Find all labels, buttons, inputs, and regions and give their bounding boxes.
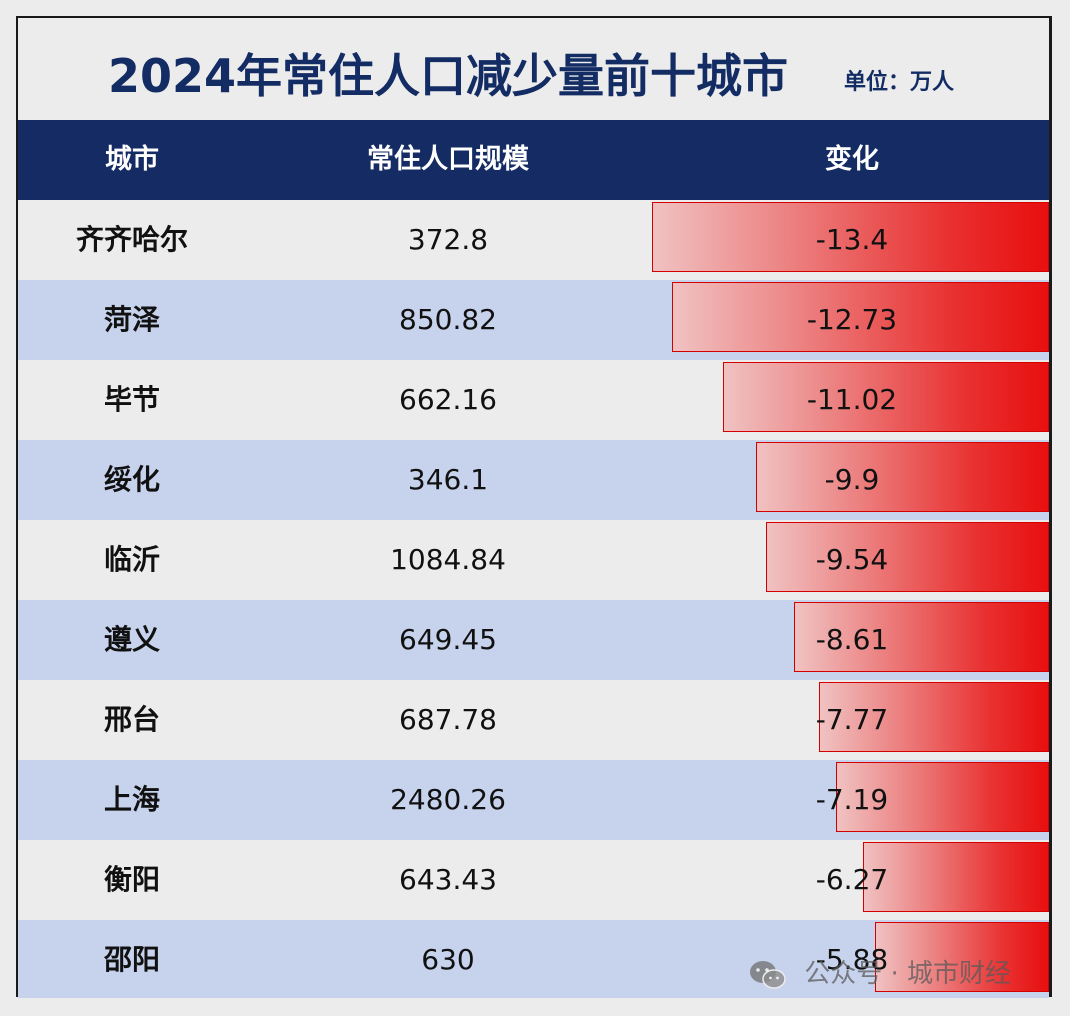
table-row: 毕节 662.16 -11.02: [18, 360, 1049, 440]
city-cell: 菏泽: [103, 303, 160, 336]
chart-title: 2024年常住人口减少量前十城市: [108, 49, 789, 103]
city-cell: 邵阳: [103, 943, 160, 976]
table-row: 衡阳 643.43 -6.27: [18, 840, 1049, 920]
change-bar: [722, 362, 1049, 432]
wechat-icon: [750, 960, 786, 989]
change-bar: [793, 602, 1049, 672]
header-city: 城市: [105, 144, 159, 175]
change-bar: [755, 442, 1049, 512]
table-row: 临沂 1084.84 -9.54: [18, 520, 1049, 600]
population-cell: 2480.26: [390, 783, 506, 816]
population-cell: 687.78: [399, 703, 497, 736]
change-bar: [671, 282, 1049, 352]
change-bar: [874, 922, 1049, 992]
table-row: 菏泽 850.82 -12.73: [18, 280, 1049, 360]
city-cell: 邢台: [103, 703, 160, 736]
population-cell: 1084.84: [390, 543, 506, 576]
table-row: 邢台 687.78 -7.77: [18, 680, 1049, 760]
city-cell: 齐齐哈尔: [75, 223, 188, 256]
city-cell: 衡阳: [103, 863, 160, 896]
city-cell: 临沂: [103, 543, 160, 576]
population-cell: 662.16: [399, 383, 497, 416]
change-cell: -12.73: [806, 303, 898, 336]
change-bar: [818, 682, 1049, 752]
table-body: 齐齐哈尔 372.8 -13.4 菏泽 850.82 -12.73 毕节 662.16 -11.…: [18, 200, 1049, 998]
header-population: 常住人口规模: [367, 144, 529, 175]
change-cell: -7.77: [815, 703, 889, 736]
population-cell: 643.43: [399, 863, 497, 896]
table-frame: 2024年常住人口减少量前十城市 单位：万人 城市 常住人口规模 变化 齐齐哈尔…: [16, 16, 1052, 998]
table-row: 遵义 649.45 -8.61: [18, 600, 1049, 680]
change-cell: -7.19: [815, 783, 889, 816]
unit-label: 单位：万人: [844, 70, 955, 95]
change-cell: -13.4: [815, 223, 889, 256]
title-area: 2024年常住人口减少量前十城市 单位：万人: [18, 18, 1049, 120]
change-cell: -6.27: [815, 863, 889, 896]
change-bar: [652, 202, 1049, 272]
population-cell: 850.82: [399, 303, 497, 336]
population-cell: 630: [421, 943, 475, 976]
change-cell: -9.54: [815, 543, 889, 576]
table-row: 邵阳 630 -5.88: [18, 920, 1049, 998]
table-row: 齐齐哈尔 372.8 -13.4: [18, 200, 1049, 280]
city-cell: 毕节: [103, 383, 160, 416]
watermark-text: 公众号 · 城市财经: [804, 959, 1012, 989]
table-header: 城市 常住人口规模 变化: [18, 120, 1049, 200]
change-bar: [836, 762, 1049, 832]
population-cell: 372.8: [407, 223, 489, 256]
change-cell: -11.02: [806, 383, 898, 416]
table-row: 上海 2480.26 -7.19: [18, 760, 1049, 840]
change-bar: [766, 522, 1049, 592]
city-cell: 遵义: [103, 623, 160, 656]
change-bar: [863, 842, 1049, 912]
watermark: 公众号 · 城市财经: [748, 952, 1011, 996]
population-cell: 346.1: [407, 463, 489, 496]
city-cell: 上海: [103, 783, 160, 816]
table-row: 绥化 346.1 -9.9: [18, 440, 1049, 520]
change-cell: -5.88: [815, 943, 889, 976]
change-cell: -8.61: [815, 623, 889, 656]
population-cell: 649.45: [399, 623, 497, 656]
header-change: 变化: [825, 144, 879, 175]
city-cell: 绥化: [103, 463, 160, 496]
change-cell: -9.9: [824, 463, 880, 496]
